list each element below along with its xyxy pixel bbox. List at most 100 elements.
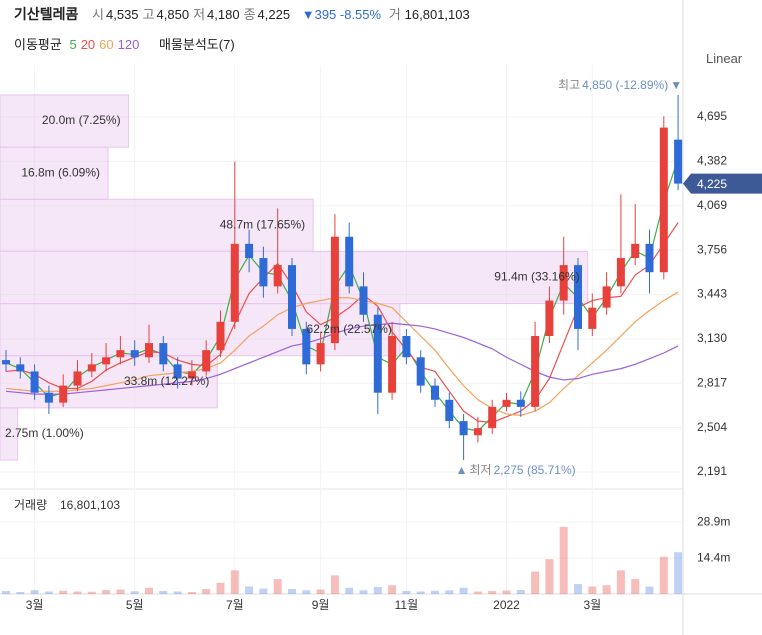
volume-bar [116,589,125,594]
profile-label: 62.2m (22.57%) [307,322,392,336]
candle-body [245,243,254,259]
profile-label: 91.4m (33.16%) [494,270,579,284]
high-note-text: 4,850 (-12.89%) [582,78,668,92]
candle-body [273,265,282,287]
volume-bar [674,552,683,594]
candle-body [130,350,139,358]
field-label: 시 [92,7,104,22]
candle-body [330,236,339,344]
candle-body [73,371,82,386]
candle-body [488,406,497,429]
volume-bar [44,591,53,594]
candle-body [302,328,311,365]
volume-bar [245,586,254,594]
scale-button[interactable]: Linear [706,51,743,66]
candle-body [388,335,397,393]
high-note: 최고 4,850 (-12.89%) ▼ [558,78,682,92]
candle-body [431,385,439,400]
profile-label: 20.0m (7.25%) [42,113,121,127]
y-tick-label: 4,069 [697,198,727,212]
field-value: 4,225 [257,7,291,22]
volume-bar [187,592,196,594]
volume-bar [373,587,382,594]
y-tick-label: 3,756 [697,242,727,256]
candle-body [145,343,153,358]
ma-label: 이동평균 [14,37,62,52]
low-note-arrow: ▲ [456,463,468,477]
volume-bar [259,588,268,594]
field-value: 4,180 [207,7,240,22]
volume-bar [616,570,625,594]
volume-bar [602,585,611,594]
candle-body [659,127,668,273]
volume-bar [316,589,325,594]
legend-entry: 120 [117,37,140,52]
volume-bar [459,587,468,594]
candle-body [359,286,368,315]
volume-bar [102,590,111,594]
high-note-prefix: 최고 [558,78,580,92]
price-fields: 시 4,535 고 4,850 저 4,180 종 4,225 [92,7,294,22]
volume-bar [488,591,497,594]
ma-legend: 5 20 60 120 [69,37,143,52]
candle-body [44,392,53,403]
field-label: 거 [388,7,401,22]
profile-bar [0,198,314,252]
ma-line [5,291,679,416]
indicator[interactable]: 매물분석도(7) [158,37,235,52]
volume-bar [416,591,425,594]
x-tick-label: 3월 [583,598,601,612]
profile-label: 2.75m (1.00%) [5,426,84,440]
volume-bar [631,579,640,594]
volume-bar [445,590,454,594]
candle-body [216,321,225,351]
candle-body [59,385,68,403]
low-note: ▲ 최저 2,275 (85.71%) [456,463,576,477]
volume-bar [531,571,540,594]
candle-body [373,314,382,393]
high-note-arrow: ▼ [670,78,682,92]
candle-body [159,343,168,365]
candle-body [674,139,683,184]
volume-bar [230,570,239,594]
y-tick-label: 3,443 [697,287,727,301]
candle-body [87,364,96,372]
candle-body [116,350,125,358]
candle-body [574,265,582,329]
candle-body [102,357,111,365]
volume-bar [302,590,311,594]
volume-total: 16,801,103 [60,498,120,512]
candle-body [502,399,511,407]
volume-bar [59,590,68,594]
x-tick-label: 9월 [312,598,330,612]
volume-bar [330,575,339,594]
y-tick-label: 28.9m [697,514,730,528]
field-label: 종 [243,7,256,22]
candle-body [2,360,10,365]
field-value: 4,535 [106,7,139,22]
volume-bar [202,589,211,594]
y-tick-label: 2,191 [697,464,727,478]
candle-body [545,300,554,336]
last-price-label: 4,225 [697,177,727,191]
field-value: 4,850 [156,7,190,22]
header: 기산텔레콤 시 4,535 고 4,850 저 4,180 종 4,225 ▼395 -8.5… [14,4,474,24]
volume-bar [388,585,397,594]
volume-bar [273,579,282,594]
volume-bar [645,586,654,594]
x-tick-label: 5월 [126,598,144,612]
volume-bar [502,590,511,594]
stock-name: 기산텔레콤 [14,6,79,22]
x-tick-label: 11월 [395,598,419,612]
y-tick-label: 2,817 [697,375,727,389]
volume-bar [288,589,296,594]
profile-label: 16.8m (6.09%) [21,165,100,179]
candle-body [445,399,454,422]
legend-entry: 5 [69,37,77,52]
volume-bar [216,582,225,594]
candle-body [459,421,468,436]
last-price-badge [683,173,762,194]
profile-label: 48.7m (17.65%) [220,218,305,232]
y-tick-label: 4,382 [697,154,727,168]
